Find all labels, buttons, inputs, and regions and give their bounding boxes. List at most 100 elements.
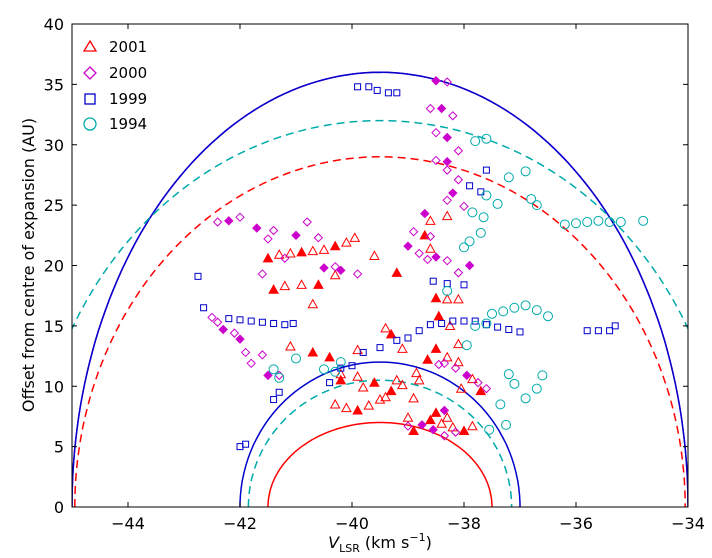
point-2001 [458, 425, 470, 436]
point-1999 [460, 317, 468, 325]
y-tick-label: 20 [44, 257, 64, 276]
point-2001 [324, 351, 335, 362]
x-tick-label: −44 [111, 514, 145, 533]
point-1994 [470, 136, 481, 147]
point-2001 [279, 280, 291, 291]
point-1994 [520, 393, 531, 404]
point-2000 [422, 254, 433, 265]
point-1999 [516, 328, 524, 336]
point-2001 [273, 249, 285, 259]
point-2000 [431, 76, 441, 86]
point-2001 [430, 343, 442, 353]
point-2000 [257, 350, 268, 360]
point-2001 [391, 267, 403, 277]
point-1999 [460, 281, 468, 289]
point-1994 [531, 383, 542, 394]
point-2001 [391, 374, 403, 385]
point-2001 [285, 247, 296, 258]
point-1994 [615, 217, 626, 228]
point-1994 [593, 215, 604, 226]
x-tick-label: −40 [335, 514, 369, 533]
point-1994 [330, 366, 341, 377]
point-2001 [357, 381, 369, 392]
legend-item-2000: 2000 [83, 64, 147, 82]
point-2000 [336, 265, 346, 276]
point-2000 [453, 175, 464, 185]
point-1999 [236, 316, 244, 324]
point-1994 [481, 190, 492, 201]
point-2001 [467, 420, 478, 431]
point-2000 [229, 328, 240, 338]
point-2000 [439, 405, 450, 416]
curves-layer [72, 71, 688, 507]
point-1994 [537, 370, 548, 381]
point-1999 [494, 323, 502, 331]
plot-background [72, 24, 688, 507]
point-2001 [352, 371, 363, 381]
point-2000 [442, 165, 452, 175]
point-2000 [313, 233, 324, 243]
point-2000 [224, 216, 234, 226]
point-2000 [425, 103, 436, 114]
point-1994 [459, 242, 469, 253]
point-2001 [455, 383, 467, 393]
y-tick-label: 15 [44, 317, 64, 336]
point-2001 [475, 385, 487, 396]
point-1999 [606, 327, 614, 335]
point-2000 [403, 421, 413, 431]
point-1999 [404, 334, 412, 342]
point-2000 [414, 248, 424, 259]
point-1994 [478, 212, 489, 223]
point-1999 [225, 315, 233, 323]
point-2000 [439, 431, 450, 441]
legend-label-2000: 2000 [109, 64, 147, 82]
outer-shell-1994-curve [72, 119, 688, 331]
point-2001 [307, 298, 319, 309]
point-2000 [473, 377, 483, 388]
point-2001 [352, 404, 363, 415]
point-1999 [594, 327, 602, 335]
point-2001 [329, 240, 341, 251]
point-1999 [270, 319, 278, 327]
y-tick-label: 10 [44, 377, 64, 396]
point-2001 [441, 412, 453, 422]
x-axis-label-main: V [328, 533, 340, 552]
point-1994 [582, 217, 593, 228]
point-2001 [335, 374, 347, 385]
point-1994 [291, 353, 301, 364]
point-2001 [422, 354, 433, 364]
point-2000 [280, 253, 290, 263]
legend-item-1999: 1999 [84, 90, 147, 108]
point-2000 [330, 262, 340, 272]
point-1999 [354, 83, 362, 91]
point-2000 [453, 146, 464, 156]
point-1999 [393, 336, 401, 344]
point-2000 [450, 427, 461, 437]
point-2000 [218, 324, 228, 335]
point-1994 [487, 308, 497, 319]
point-2000 [442, 255, 452, 266]
point-2000 [257, 269, 268, 279]
point-1994 [498, 306, 509, 317]
point-1999 [438, 319, 446, 327]
point-2001 [307, 245, 319, 256]
point-2001 [369, 377, 380, 387]
x-axis-label-unit: (km s [365, 533, 410, 552]
point-2001 [307, 346, 319, 357]
point-2001 [441, 351, 453, 362]
point-1999 [359, 348, 367, 356]
point-1994 [571, 218, 581, 229]
point-1994 [509, 302, 520, 313]
point-2001 [413, 374, 425, 385]
point-2001 [380, 391, 391, 402]
point-2000 [431, 127, 441, 138]
point-2000 [268, 225, 279, 236]
point-2000 [352, 269, 363, 279]
point-2000 [453, 268, 464, 278]
point-2000 [425, 231, 436, 242]
point-2000 [431, 155, 441, 166]
point-2001 [425, 243, 436, 253]
point-2000 [442, 132, 452, 143]
point-2001 [296, 279, 307, 289]
point-2000 [263, 370, 273, 381]
